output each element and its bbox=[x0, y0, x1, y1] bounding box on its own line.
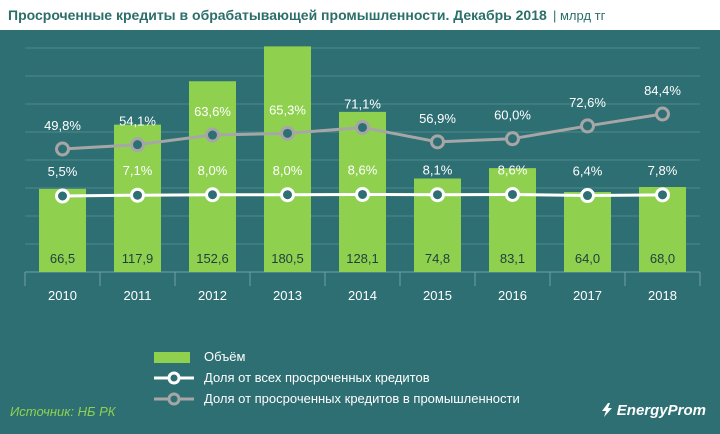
industry-share-point bbox=[280, 125, 295, 141]
bar-value-label: 66,5 bbox=[50, 251, 75, 266]
total-share-point bbox=[505, 186, 520, 202]
total-share-value-label: 5,5% bbox=[48, 164, 78, 179]
legend-swatch-line-white bbox=[154, 371, 194, 385]
industry-share-point bbox=[430, 134, 445, 150]
industry-share-point bbox=[205, 127, 220, 143]
legend-swatch-line-gray bbox=[154, 392, 194, 406]
chart-unit: | млрд тг bbox=[553, 8, 606, 23]
legend-label-volume: Объём bbox=[204, 349, 246, 364]
bar bbox=[264, 46, 311, 272]
total-share-point bbox=[55, 188, 70, 204]
industry-share-value-label: 49,8% bbox=[44, 118, 81, 133]
bar-value-label: 180,5 bbox=[271, 251, 304, 266]
total-share-value-label: 7,8% bbox=[648, 163, 678, 178]
industry-share-value-label: 84,4% bbox=[644, 83, 681, 98]
industry-share-point bbox=[355, 119, 370, 135]
chart-title: Просроченные кредиты в обрабатывающей пр… bbox=[8, 7, 547, 23]
bar-value-label: 117,9 bbox=[122, 251, 154, 266]
total-share-point bbox=[655, 187, 670, 203]
industry-share-value-label: 54,1% bbox=[119, 114, 156, 129]
industry-share-point bbox=[655, 106, 670, 122]
total-share-value-label: 8,6% bbox=[498, 162, 528, 177]
x-tick-label: 2013 bbox=[273, 288, 302, 303]
x-tick-label: 2017 bbox=[573, 288, 602, 303]
industry-share-point bbox=[55, 141, 70, 157]
total-share-value-label: 8,0% bbox=[198, 163, 228, 178]
bar bbox=[564, 192, 611, 272]
source-note: Источник: НБ РК bbox=[10, 404, 116, 419]
bar-value-label: 152,6 bbox=[196, 251, 229, 266]
total-share-point bbox=[205, 187, 220, 203]
total-share-value-label: 8,6% bbox=[348, 162, 378, 177]
legend-label-share-all: Доля от всех просроченных кредитов bbox=[204, 370, 430, 385]
industry-share-value-label: 56,9% bbox=[419, 111, 456, 126]
x-tick-label: 2015 bbox=[423, 288, 452, 303]
lightning-icon bbox=[601, 403, 612, 417]
x-tick-label: 2016 bbox=[498, 288, 527, 303]
title-bar: Просроченные кредиты в обрабатывающей пр… bbox=[0, 0, 720, 31]
brand-logo: EnergyProm bbox=[600, 402, 706, 419]
bar-value-label: 64,0 bbox=[575, 251, 600, 266]
bar-value-label: 74,8 bbox=[425, 251, 450, 266]
industry-share-value-label: 60,0% bbox=[494, 108, 531, 123]
legend-label-share-industry: Доля от просроченных кредитов в промышле… bbox=[204, 391, 520, 406]
total-share-point bbox=[580, 188, 595, 204]
total-share-point bbox=[130, 187, 145, 203]
x-tick-label: 2011 bbox=[124, 288, 152, 303]
bar-value-label: 128,1 bbox=[346, 251, 379, 266]
industry-share-value-label: 65,3% bbox=[269, 102, 306, 117]
bar bbox=[489, 168, 536, 272]
total-share-point bbox=[280, 187, 295, 203]
industry-share-value-label: 72,6% bbox=[569, 95, 606, 110]
total-share-point bbox=[355, 186, 370, 202]
combo-chart: 66,5 117,9 152,6 180,5 128,1 74,8 83,1 64,0 68,0… bbox=[24, 46, 701, 303]
bar bbox=[189, 81, 236, 272]
total-share-value-label: 8,1% bbox=[423, 163, 453, 178]
bar-value-label: 68,0 bbox=[650, 251, 675, 266]
industry-share-point bbox=[580, 118, 595, 134]
brand-logo-text: EnergyProm bbox=[616, 402, 706, 419]
bar-value-label: 83,1 bbox=[500, 251, 525, 266]
chart-panel: 66,5 117,9 152,6 180,5 128,1 74,8 83,1 64,0 68,0… bbox=[0, 30, 720, 434]
legend-swatch-bar bbox=[154, 352, 190, 363]
industry-share-value-label: 63,6% bbox=[194, 104, 231, 119]
total-share-point bbox=[430, 187, 445, 203]
total-share-value-label: 7,1% bbox=[123, 163, 153, 178]
industry-share-point bbox=[505, 131, 520, 147]
x-tick-label: 2012 bbox=[198, 288, 227, 303]
industry-share-point bbox=[130, 137, 145, 153]
total-share-value-label: 8,0% bbox=[273, 163, 303, 178]
x-tick-label: 2014 bbox=[348, 288, 377, 303]
x-tick-label: 2018 bbox=[648, 288, 677, 303]
industry-share-value-label: 71,1% bbox=[344, 96, 381, 111]
x-tick-label: 2010 bbox=[48, 288, 77, 303]
total-share-value-label: 6,4% bbox=[573, 164, 603, 179]
